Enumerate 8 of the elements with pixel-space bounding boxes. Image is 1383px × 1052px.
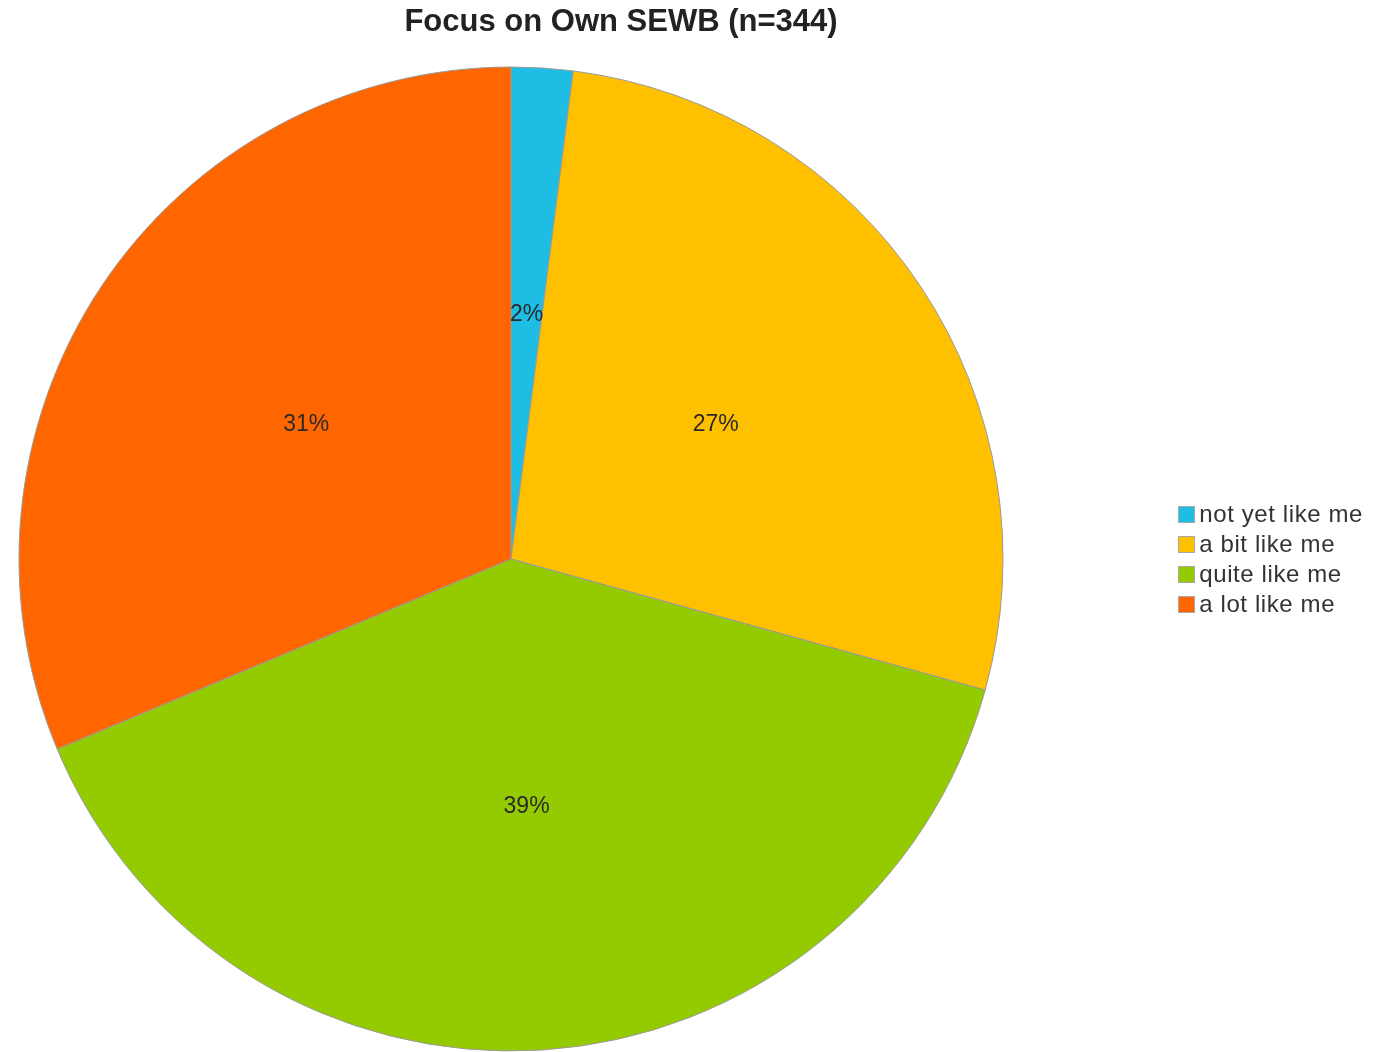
legend-label: a bit like me xyxy=(1199,529,1336,559)
data-label: 27% xyxy=(692,409,739,436)
legend-label: quite like me xyxy=(1199,559,1342,589)
legend-label: not yet like me xyxy=(1199,499,1363,529)
legend-label: a lot like me xyxy=(1199,589,1336,619)
data-label: 31% xyxy=(283,409,330,436)
data-label: 39% xyxy=(503,791,550,818)
chart-title: Focus on Own SEWB (n=344) xyxy=(403,3,839,39)
